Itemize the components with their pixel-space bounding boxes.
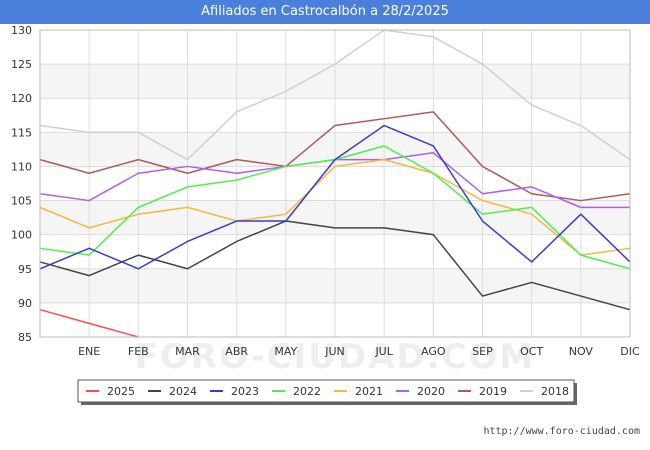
legend-label-2023: 2023 — [231, 385, 259, 398]
legend-label-2019: 2019 — [479, 385, 507, 398]
series-lines — [39, 29, 631, 338]
source-credit: http://www.foro-ciudad.com — [483, 426, 640, 437]
y-tick-label: 125 — [11, 58, 32, 71]
y-tick-label: 130 — [11, 24, 32, 37]
plot-frame — [39, 29, 631, 338]
y-tick-label: 85 — [18, 331, 32, 344]
x-tick-label: MAY — [274, 345, 297, 358]
x-tick-label: JUN — [324, 345, 345, 358]
y-tick-label: 90 — [18, 297, 32, 310]
series-line-2023 — [39, 124, 631, 270]
legend-box — [77, 379, 575, 403]
series-line-2021 — [39, 158, 631, 256]
legend-label-2022: 2022 — [293, 385, 321, 398]
x-tick-label: ENE — [78, 345, 100, 358]
x-tick-label: OCT — [520, 345, 543, 358]
axes: 85 90 95 100 105 110 115 120 125 130 ENE FEB MAR ABR M… — [11, 24, 640, 358]
legend-label-2021: 2021 — [355, 385, 383, 398]
y-tick-label: 105 — [11, 195, 32, 208]
series-line-2018 — [39, 29, 631, 161]
legend-label-2020: 2020 — [417, 385, 445, 398]
legend-label-2018: 2018 — [541, 385, 569, 398]
x-tick-label: DIC — [620, 345, 640, 358]
y-tick-label: 110 — [11, 160, 32, 173]
x-tick-label: SEP — [472, 345, 493, 358]
watermark: FORO-CIUDAD.COM — [135, 337, 536, 377]
series-line-2025 — [39, 308, 139, 338]
legend: 2025 2024 2023 2022 2021 2020 2019 2018 — [77, 379, 577, 405]
y-tick-label: 95 — [18, 263, 32, 276]
x-tick-label: ABR — [225, 345, 248, 358]
chart-title: Afiliados en Castrocalbón a 28/2/2025 — [201, 4, 449, 19]
x-tick-label: JUL — [374, 345, 393, 358]
x-tick-label: NOV — [569, 345, 594, 358]
x-tick-label: AGO — [421, 345, 446, 358]
x-tick-label: FEB — [128, 345, 149, 358]
x-tick-label: MAR — [175, 345, 200, 358]
legend-label-2025: 2025 — [107, 385, 135, 398]
series-line-2019 — [39, 111, 631, 202]
y-tick-label: 100 — [11, 229, 32, 242]
y-tick-label: 120 — [11, 92, 32, 105]
title-bar — [0, 0, 650, 24]
series-line-2024 — [39, 220, 631, 311]
y-tick-label: 115 — [11, 126, 32, 139]
legend-label-2024: 2024 — [169, 385, 197, 398]
